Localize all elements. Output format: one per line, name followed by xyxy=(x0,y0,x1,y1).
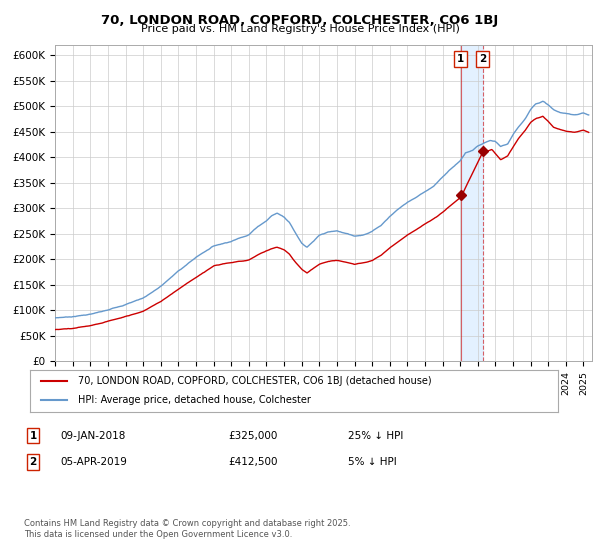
Text: HPI: Average price, detached house, Colchester: HPI: Average price, detached house, Colc… xyxy=(77,395,310,405)
Text: £412,500: £412,500 xyxy=(228,457,277,467)
Text: 70, LONDON ROAD, COPFORD, COLCHESTER, CO6 1BJ (detached house): 70, LONDON ROAD, COPFORD, COLCHESTER, CO… xyxy=(77,376,431,386)
Text: 1: 1 xyxy=(457,54,464,64)
Text: 1: 1 xyxy=(29,431,37,441)
Text: 05-APR-2019: 05-APR-2019 xyxy=(60,457,127,467)
Text: Contains HM Land Registry data © Crown copyright and database right 2025.
This d: Contains HM Land Registry data © Crown c… xyxy=(24,520,350,539)
Text: Price paid vs. HM Land Registry's House Price Index (HPI): Price paid vs. HM Land Registry's House … xyxy=(140,24,460,34)
Text: 09-JAN-2018: 09-JAN-2018 xyxy=(60,431,125,441)
Text: £325,000: £325,000 xyxy=(228,431,277,441)
Text: 70, LONDON ROAD, COPFORD, COLCHESTER, CO6 1BJ: 70, LONDON ROAD, COPFORD, COLCHESTER, CO… xyxy=(101,14,499,27)
Text: 5% ↓ HPI: 5% ↓ HPI xyxy=(348,457,397,467)
Bar xyxy=(461,45,482,361)
Text: 25% ↓ HPI: 25% ↓ HPI xyxy=(348,431,403,441)
Text: 2: 2 xyxy=(29,457,37,467)
Text: 2: 2 xyxy=(479,54,486,64)
